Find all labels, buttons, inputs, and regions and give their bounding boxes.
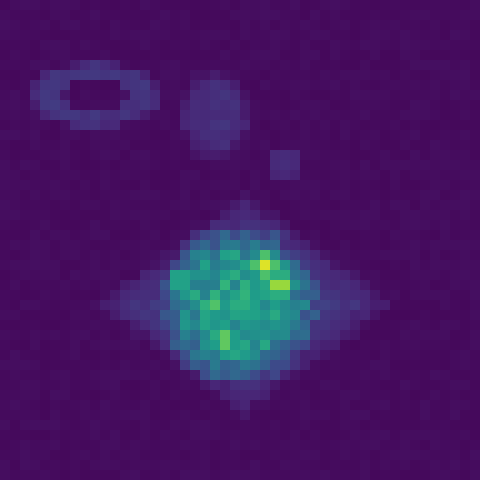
intensity-heatmap [0, 0, 480, 480]
image-viewer [0, 0, 480, 480]
